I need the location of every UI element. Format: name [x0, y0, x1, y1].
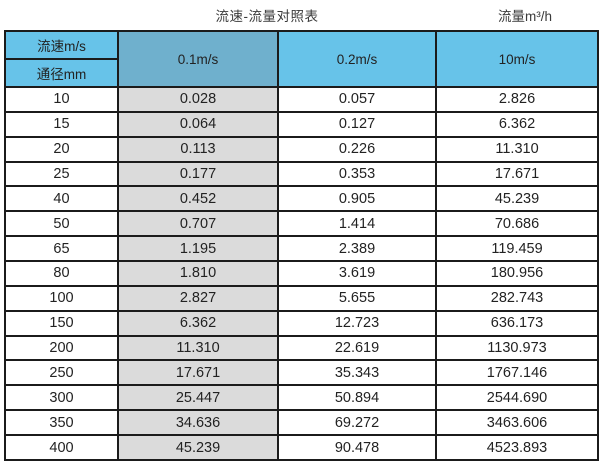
flow-value-cell: 0.226	[277, 135, 437, 163]
table-row: 100 2.827 5.655 282.743	[4, 284, 599, 312]
table-row: 15 0.064 0.127 6.362	[4, 110, 599, 138]
flow-value-cell: 282.743	[435, 284, 599, 312]
flow-value-cell: 0.057	[277, 86, 437, 113]
flow-value-cell: 1.810	[117, 260, 279, 287]
table-row: 10 0.028 0.057 2.826	[4, 86, 599, 113]
flow-value-cell: 636.173	[435, 309, 599, 337]
flow-value-cell: 6.362	[435, 110, 599, 138]
flow-value-cell: 90.478	[277, 434, 437, 461]
flow-value-cell: 6.362	[117, 309, 279, 337]
table-row: 150 6.362 12.723 636.173	[4, 309, 599, 337]
flow-value-cell: 2.826	[435, 86, 599, 113]
flow-value-cell: 25.447	[117, 384, 279, 412]
flow-value-cell: 1.195	[117, 235, 279, 263]
flow-value-cell: 0.177	[117, 160, 279, 188]
flow-value-cell: 0.127	[277, 110, 437, 138]
top-labels: 流速-流量对照表 流量m³/h	[0, 0, 600, 30]
diameter-cell: 400	[4, 434, 119, 461]
diameter-cell: 300	[4, 384, 119, 412]
flow-value-cell: 11.310	[435, 135, 599, 163]
header-col-10ms: 10m/s	[435, 30, 599, 88]
header-col-0-1ms: 0.1m/s	[117, 30, 279, 88]
header-row-diameter: 通径mm	[4, 58, 598, 88]
flow-value-cell: 50.894	[277, 384, 437, 412]
flow-value-cell: 1.414	[277, 210, 437, 238]
table-row: 300 25.447 50.894 2544.690	[4, 384, 599, 412]
table-row: 65 1.195 2.389 119.459	[4, 235, 599, 263]
flow-value-cell: 180.956	[435, 260, 599, 287]
table-header: 流速m/s 0.1m/s 0.2m/s 10m/s 通径mm	[4, 30, 599, 88]
flow-value-cell: 2544.690	[435, 384, 599, 412]
diameter-cell: 25	[4, 160, 119, 188]
flow-value-cell: 22.619	[277, 334, 437, 362]
flow-value-cell: 0.707	[117, 210, 279, 238]
diameter-cell: 20	[4, 135, 119, 163]
flow-value-cell: 0.452	[117, 185, 279, 213]
flow-value-cell: 1130.973	[435, 334, 599, 362]
diameter-cell: 150	[4, 309, 119, 337]
diameter-cell: 10	[4, 86, 119, 113]
table-row: 25 0.177 0.353 17.671	[4, 160, 599, 188]
table-body: 10 0.028 0.057 2.826 15 0.064 0.127 6.362 20 0.11…	[4, 86, 599, 461]
table-row: 50 0.707 1.414 70.686	[4, 210, 599, 238]
flow-value-cell: 119.459	[435, 235, 599, 263]
flow-value-cell: 0.064	[117, 110, 279, 138]
flow-value-cell: 2.389	[277, 235, 437, 263]
diameter-cell: 250	[4, 359, 119, 387]
diameter-cell: 350	[4, 409, 119, 437]
flow-value-cell: 35.343	[277, 359, 437, 387]
flow-value-cell: 0.905	[277, 185, 437, 213]
diameter-cell: 65	[4, 235, 119, 263]
flow-value-cell: 17.671	[117, 359, 279, 387]
table-row: 350 34.636 69.272 3463.606	[4, 409, 599, 437]
flow-value-cell: 70.686	[435, 210, 599, 238]
flow-value-cell: 34.636	[117, 409, 279, 437]
table-row: 250 17.671 35.343 1767.146	[4, 359, 599, 387]
flow-unit-label: 流量m³/h	[498, 9, 552, 24]
table-row: 80 1.810 3.619 180.956	[4, 260, 599, 287]
flow-value-cell: 45.239	[117, 434, 279, 461]
flow-value-cell: 45.239	[435, 185, 599, 213]
diameter-cell: 100	[4, 284, 119, 312]
table-row: 400 45.239 90.478 4523.893	[4, 434, 599, 461]
table-title: 流速-流量对照表	[215, 9, 319, 24]
flow-value-cell: 17.671	[435, 160, 599, 188]
header-col-0-2ms: 0.2m/s	[277, 30, 437, 88]
diameter-cell: 40	[4, 185, 119, 213]
flow-value-cell: 5.655	[277, 284, 437, 312]
header-velocity-label: 流速m/s	[4, 30, 119, 60]
flow-value-cell: 0.028	[117, 86, 279, 113]
flow-value-cell: 2.827	[117, 284, 279, 312]
flow-value-cell: 4523.893	[435, 434, 599, 461]
diameter-cell: 15	[4, 110, 119, 138]
flow-value-cell: 0.353	[277, 160, 437, 188]
flow-value-cell: 1767.146	[435, 359, 599, 387]
diameter-cell: 80	[4, 260, 119, 287]
flow-value-cell: 3.619	[277, 260, 437, 287]
diameter-cell: 50	[4, 210, 119, 238]
flow-value-cell: 69.272	[277, 409, 437, 437]
header-diameter-label: 通径mm	[4, 58, 119, 88]
flow-value-cell: 3463.606	[435, 409, 599, 437]
flow-value-cell: 12.723	[277, 309, 437, 337]
table-row: 20 0.113 0.226 11.310	[4, 135, 599, 163]
header-row-velocity: 流速m/s 0.1m/s 0.2m/s 10m/s	[4, 30, 599, 88]
flow-value-cell: 11.310	[117, 334, 279, 362]
flow-value-cell: 0.113	[117, 135, 279, 163]
diameter-cell: 200	[4, 334, 119, 362]
table-row: 40 0.452 0.905 45.239	[4, 185, 599, 213]
table-row: 200 11.310 22.619 1130.973	[4, 334, 599, 362]
flow-rate-table: 流速m/s 0.1m/s 0.2m/s 10m/s 通径mm 10 0.028 0.…	[4, 30, 599, 461]
